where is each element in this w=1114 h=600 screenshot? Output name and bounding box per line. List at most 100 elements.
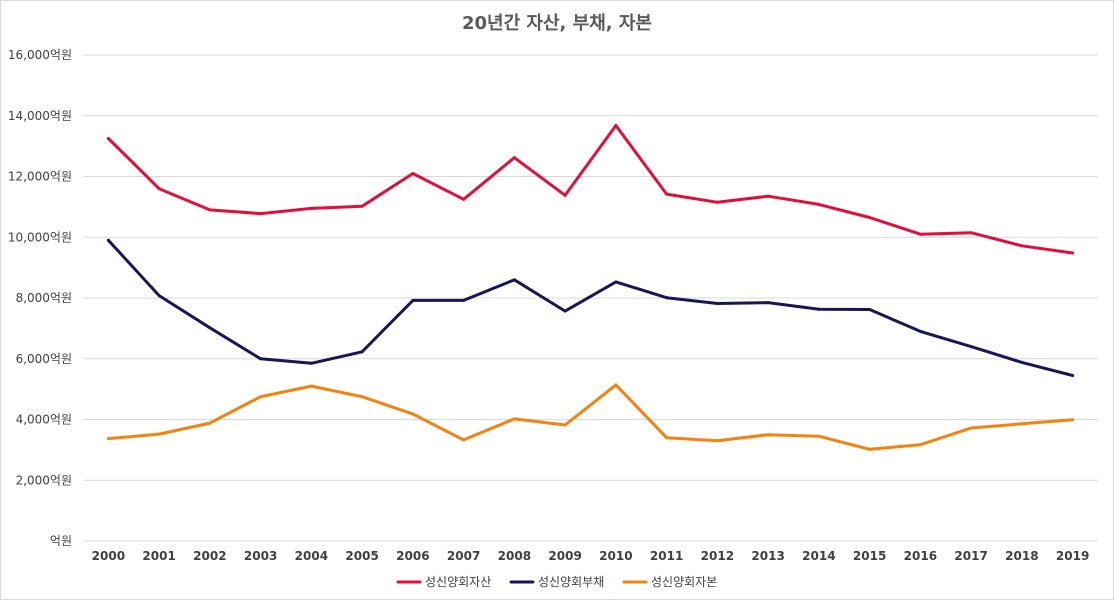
y-tick-label: 14,000억원 (8, 109, 72, 123)
data-point (259, 395, 263, 399)
data-point (309, 206, 313, 210)
data-point (715, 439, 719, 443)
y-tick-label: 4,000억원 (16, 413, 72, 427)
grid-layer (83, 54, 1098, 542)
data-point (259, 357, 263, 361)
data-point (969, 231, 973, 235)
data-point (208, 421, 212, 425)
y-axis-ticks: 억원 2,000억원 4,000억원 6,000억원 8,000억원 10,000억원 12… (8, 48, 72, 548)
x-tick-label: 2003 (244, 549, 277, 563)
y-tick-label: 2,000억원 (16, 473, 72, 487)
series-line-3 (106, 383, 1075, 451)
y-tick-label: 8,000억원 (16, 291, 72, 305)
data-point (1071, 373, 1075, 377)
x-tick-label: 2017 (954, 549, 987, 563)
x-tick-label: 2006 (396, 549, 429, 563)
data-point (512, 156, 516, 160)
x-tick-label: 2000 (92, 549, 125, 563)
data-point (1020, 422, 1024, 426)
series-line-1 (106, 124, 1075, 255)
data-point (1020, 244, 1024, 248)
series-layer (106, 123, 1075, 451)
x-tick-label: 2007 (447, 549, 480, 563)
legend-label: 성신양회자본 (651, 575, 717, 589)
data-point (868, 447, 872, 451)
data-point (411, 412, 415, 416)
data-point (563, 193, 567, 197)
data-point (1020, 360, 1024, 364)
data-point (512, 278, 516, 282)
data-point (969, 345, 973, 349)
data-point (665, 436, 669, 440)
data-point (715, 301, 719, 305)
data-point (360, 204, 364, 208)
data-point (918, 232, 922, 236)
data-point (715, 200, 719, 204)
data-point (208, 208, 212, 212)
data-point (1071, 418, 1075, 422)
data-point (360, 395, 364, 399)
x-tick-label: 2009 (548, 549, 581, 563)
data-point (868, 216, 872, 220)
x-tick-label: 2018 (1005, 549, 1038, 563)
chart-title: 20년간 자산, 부채, 자본 (462, 13, 652, 34)
x-tick-label: 2001 (142, 549, 175, 563)
data-point (106, 238, 110, 242)
data-point (462, 197, 466, 201)
data-point (918, 443, 922, 447)
y-tick-label: 10,000억원 (8, 230, 72, 244)
data-point (563, 423, 567, 427)
data-point (411, 298, 415, 302)
data-point (614, 123, 618, 127)
data-point (208, 326, 212, 330)
data-point (665, 296, 669, 300)
data-point (766, 301, 770, 305)
data-point (614, 280, 618, 284)
data-point (157, 294, 161, 298)
data-point (969, 426, 973, 430)
data-point (157, 187, 161, 191)
data-point (157, 432, 161, 436)
x-tick-label: 2005 (345, 549, 378, 563)
data-point (462, 438, 466, 442)
data-point (462, 298, 466, 302)
data-point (259, 212, 263, 216)
data-point (868, 308, 872, 312)
x-axis-ticks: 2000 2001 2002 2003 2004 2005 2006 2007 2008 2009… (92, 549, 1090, 563)
series-line-2 (106, 238, 1075, 377)
y-tick-label: 억원 (50, 534, 72, 548)
data-point (1071, 251, 1075, 255)
x-tick-label: 2008 (498, 549, 531, 563)
y-tick-label: 6,000억원 (16, 352, 72, 366)
x-tick-label: 2010 (599, 549, 632, 563)
y-tick-label: 16,000억원 (8, 48, 72, 62)
legend-label: 성신양회부채 (538, 575, 604, 589)
y-tick-label: 12,000억원 (8, 170, 72, 184)
data-point (106, 137, 110, 141)
x-tick-label: 2002 (193, 549, 226, 563)
x-tick-label: 2012 (701, 549, 734, 563)
x-tick-label: 2011 (650, 549, 683, 563)
x-tick-label: 2019 (1056, 549, 1089, 563)
data-point (614, 383, 618, 387)
x-tick-label: 2013 (751, 549, 784, 563)
data-point (411, 171, 415, 175)
data-point (665, 192, 669, 196)
x-tick-label: 2004 (295, 549, 328, 563)
x-tick-label: 2014 (802, 549, 835, 563)
data-point (817, 307, 821, 311)
data-point (766, 194, 770, 198)
data-point (766, 433, 770, 437)
data-point (918, 329, 922, 333)
data-point (360, 350, 364, 354)
data-point (512, 417, 516, 421)
legend-label: 성신양회자산 (425, 575, 491, 589)
data-point (309, 384, 313, 388)
data-point (563, 309, 567, 313)
x-tick-label: 2015 (853, 549, 886, 563)
data-point (309, 361, 313, 365)
data-point (817, 434, 821, 438)
x-tick-label: 2016 (904, 549, 937, 563)
